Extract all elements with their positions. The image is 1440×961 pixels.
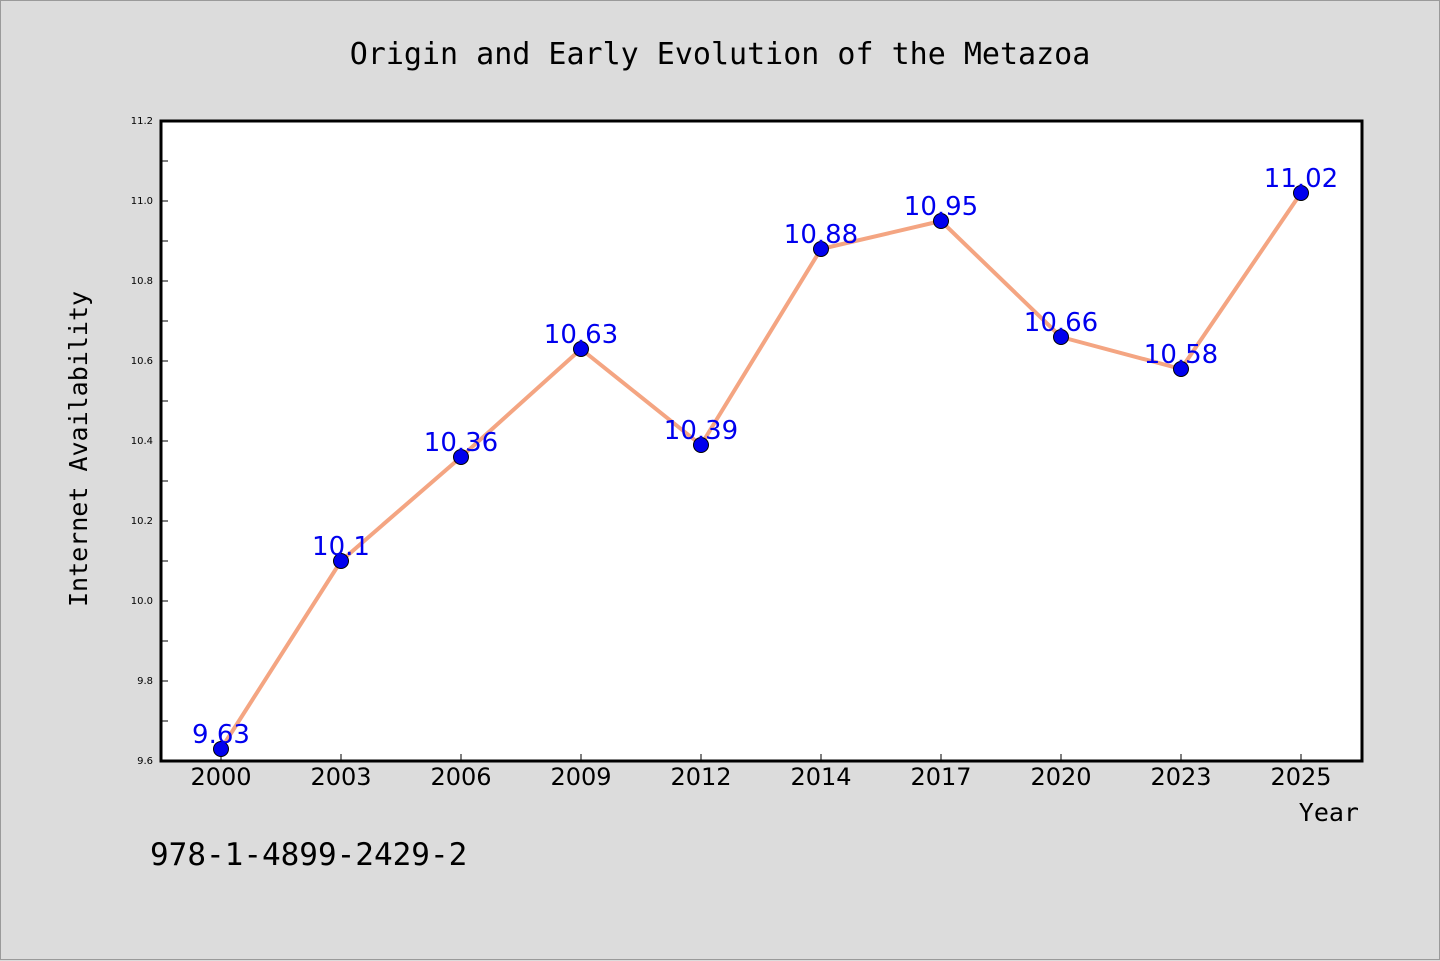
data-label: 10.58 <box>1144 340 1218 370</box>
data-label: 10.36 <box>424 428 498 458</box>
data-label: 10.66 <box>1024 308 1098 338</box>
data-label: 10.95 <box>904 192 978 222</box>
data-labels: 9.63 10.1 10.36 10.63 10.39 10.88 10.95 10.66 10… <box>192 164 1338 750</box>
y-tick-label: 9.8 <box>137 676 153 687</box>
y-tick-label: 9.6 <box>137 756 153 767</box>
data-label: 10.63 <box>544 320 618 350</box>
data-label: 10.1 <box>312 532 370 562</box>
data-point <box>813 241 829 257</box>
data-label: 9.63 <box>192 720 250 750</box>
x-tick-label: 2006 <box>430 763 491 791</box>
y-tick-label: 11.0 <box>131 196 153 207</box>
data-point <box>693 437 709 453</box>
data-point <box>573 341 589 357</box>
series-markers <box>213 185 1309 757</box>
chart-title: Origin and Early Evolution of the Metazo… <box>350 37 1091 72</box>
x-tick-label: 2000 <box>190 763 251 791</box>
footer-identifier: 978-1-4899-2429-2 <box>150 837 467 873</box>
y-tick-label: 10.0 <box>131 596 153 607</box>
x-axis: 2000 2003 2006 2009 2012 2014 2017 2020 2023 2025 <box>190 754 1332 791</box>
x-tick-label: 2012 <box>670 763 731 791</box>
data-point <box>1053 329 1069 345</box>
data-label: 10.88 <box>784 220 858 250</box>
y-axis-label: Internet Availability <box>64 291 93 607</box>
x-tick-label: 2009 <box>550 763 611 791</box>
y-tick-label: 10.8 <box>131 276 153 287</box>
data-label: 11.02 <box>1264 164 1338 194</box>
data-point <box>333 553 349 569</box>
y-tick-label: 11.2 <box>131 116 153 127</box>
y-tick-label: 10.4 <box>131 436 153 447</box>
x-tick-label: 2014 <box>790 763 851 791</box>
x-tick-label: 2017 <box>910 763 971 791</box>
plot-area <box>159 119 1364 763</box>
x-tick-label: 2020 <box>1030 763 1091 791</box>
x-tick-label: 2025 <box>1270 763 1331 791</box>
data-point <box>213 741 229 757</box>
data-point <box>1293 185 1309 201</box>
data-point <box>1173 361 1189 377</box>
x-axis-label: Year <box>1299 798 1359 827</box>
data-point <box>933 213 949 229</box>
x-tick-label: 2003 <box>310 763 371 791</box>
y-tick-label: 10.6 <box>131 356 153 367</box>
y-axis: 9.6 9.8 10.0 10.2 10.4 10.6 10.8 11.0 11.2 <box>131 116 168 767</box>
y-tick-label: 10.2 <box>131 516 153 527</box>
data-point <box>453 449 469 465</box>
data-label: 10.39 <box>664 416 738 446</box>
series-line <box>219 191 1303 751</box>
x-tick-label: 2023 <box>1150 763 1211 791</box>
